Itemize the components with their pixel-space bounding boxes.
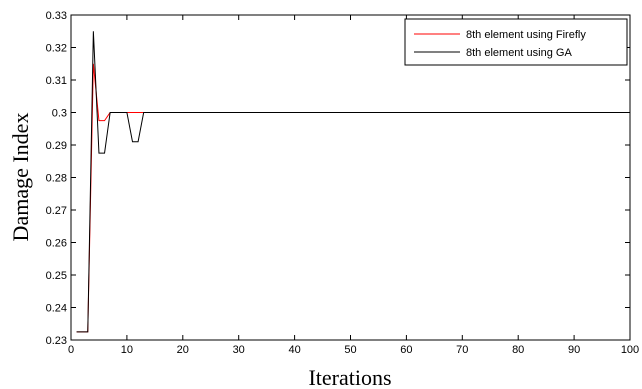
ticks: 0 10 20 30 40 50 60 70 80 90 100 0.23 0.24 0.25 0.26 0.…	[46, 10, 640, 356]
y-tick-label: 0.33	[46, 10, 67, 22]
y-tick-label: 0.27	[46, 205, 67, 217]
x-tick-label: 60	[400, 344, 412, 356]
series-line-ga	[76, 31, 630, 333]
legend-box	[404, 18, 628, 66]
y-tick-label: 0.29	[46, 140, 67, 152]
y-tick-label: 0.32	[46, 43, 67, 55]
x-tick-label: 0	[68, 344, 74, 356]
legend-label-ga: 8th element using GA	[466, 47, 572, 59]
y-tick-label: 0.25	[46, 270, 67, 282]
y-tick-label: 0.24	[46, 303, 67, 315]
y-tick-label: 0.23	[46, 335, 67, 347]
x-tick-label: 70	[456, 344, 468, 356]
y-tick-label: 0.31	[46, 75, 67, 87]
x-tick-label: 30	[233, 344, 245, 356]
x-tick-label: 20	[177, 344, 189, 356]
y-tick-label: 0.3	[52, 108, 67, 120]
series-lines	[76, 31, 630, 333]
x-tick-label: 80	[512, 344, 524, 356]
x-axis-label: Iterations	[308, 365, 391, 389]
y-axis-label: Damage Index	[8, 113, 33, 242]
x-tick-label: 90	[568, 344, 580, 356]
x-tick-label: 40	[288, 344, 300, 356]
legend-label-firefly: 8th element using Firefly	[466, 29, 586, 41]
y-tick-label: 0.26	[46, 238, 67, 250]
y-tick-label: 0.28	[46, 173, 67, 185]
x-tick-label: 100	[621, 344, 639, 356]
x-tick-label: 50	[344, 344, 356, 356]
legend: 8th element using Firefly 8th element us…	[404, 18, 628, 66]
series-line-firefly	[76, 63, 630, 333]
x-tick-label: 10	[121, 344, 133, 356]
